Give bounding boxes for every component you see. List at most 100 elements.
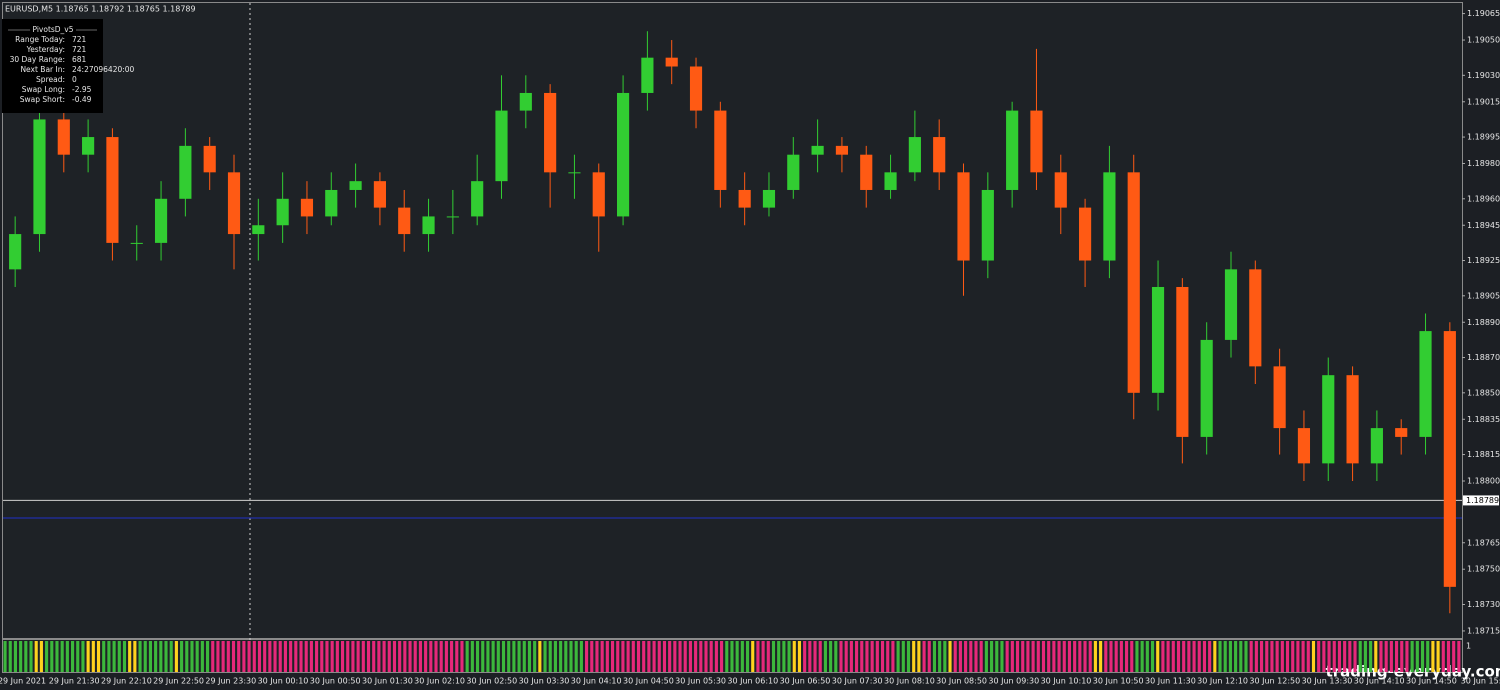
strip-bar — [1088, 641, 1092, 672]
strip-bar — [512, 641, 516, 672]
strip-bar — [1166, 641, 1170, 672]
strip-bar — [252, 641, 256, 672]
strip-bar — [24, 641, 28, 672]
strip-bar — [335, 641, 339, 672]
strip-bar — [1119, 641, 1123, 672]
strip-bar — [382, 641, 386, 672]
strip-bar — [91, 641, 95, 672]
strip-bar — [1249, 641, 1253, 672]
candle-body — [689, 66, 703, 111]
strip-bar — [39, 641, 43, 672]
panel-label: Spread: — [36, 75, 65, 84]
panel-label: Next Bar In: — [20, 65, 65, 74]
strip-bar — [1353, 641, 1357, 672]
strip-bar — [1452, 641, 1456, 672]
strip-bar — [1228, 641, 1232, 672]
strip-bar — [1358, 641, 1362, 672]
strip-bar — [990, 641, 994, 672]
y-tick-label: 1.19065 — [1467, 9, 1500, 18]
candle-body — [762, 189, 776, 208]
strip-bar — [159, 641, 163, 672]
strip-bar — [808, 641, 812, 672]
strip-bar — [725, 641, 729, 672]
strip-bar — [200, 641, 204, 672]
candle-body — [57, 119, 70, 155]
strip-bar — [849, 641, 853, 672]
strip-bar — [1400, 641, 1404, 672]
strip-bar — [777, 641, 781, 672]
candle-body — [179, 145, 192, 199]
candle-body — [495, 110, 508, 182]
candle-body — [519, 92, 532, 111]
strip-bar — [1015, 641, 1020, 672]
strip-bar — [1410, 641, 1414, 672]
strip-bar — [1244, 641, 1248, 672]
strip-bar — [647, 641, 651, 672]
strip-bar — [117, 641, 121, 672]
y-tick-label: 1.18750 — [1467, 565, 1500, 574]
strip-bar — [766, 641, 770, 672]
strip-bar — [112, 641, 116, 672]
strip-bar — [1436, 641, 1440, 672]
strip-bar — [1389, 641, 1393, 672]
candle-body — [1030, 110, 1043, 173]
strip-bar — [455, 641, 459, 672]
price-tag — [1463, 495, 1499, 506]
strip-bar — [782, 641, 786, 672]
strip-bar — [3, 641, 7, 672]
strip-bar — [247, 641, 251, 672]
strip-bar — [610, 641, 615, 672]
strip-bar — [984, 641, 988, 672]
candle-body — [1224, 269, 1238, 340]
strip-bar — [880, 641, 885, 672]
y-tick-label: 1.18715 — [1467, 626, 1500, 635]
strip-bar — [855, 641, 859, 672]
strip-bar — [205, 641, 210, 672]
strip-bar — [289, 641, 293, 672]
strip-bar — [844, 641, 848, 672]
strip-bar — [60, 641, 64, 672]
strip-bar — [662, 641, 667, 672]
strip-bar — [745, 641, 750, 672]
candle-body — [1151, 286, 1165, 393]
strip-bar — [1208, 641, 1212, 672]
strip-bar — [309, 641, 313, 672]
candle-body — [714, 110, 727, 190]
strip-bar — [460, 641, 464, 672]
strip-bar — [372, 641, 376, 672]
strip-bar — [216, 641, 220, 672]
strip-bar — [517, 641, 521, 672]
strip-bar — [408, 641, 412, 672]
strip-bar — [600, 641, 604, 672]
strip-bar — [1109, 641, 1113, 672]
strip-bar — [834, 641, 838, 672]
strip-bar — [559, 641, 563, 672]
strip-bar — [450, 641, 454, 672]
strip-bar — [1036, 641, 1040, 672]
strip-bar — [294, 641, 298, 672]
strip-bar — [1202, 641, 1207, 672]
strip-bar — [304, 641, 308, 672]
strip-bar — [829, 641, 833, 672]
strip-bar — [953, 641, 957, 672]
strip-bar — [974, 641, 978, 672]
strip-bar — [1073, 641, 1077, 672]
strip-bar — [1395, 641, 1399, 672]
strip-bar — [1457, 641, 1461, 672]
strip-bar — [969, 641, 973, 672]
candle-body — [957, 172, 970, 261]
strip-bar — [787, 641, 791, 672]
strip-bar — [1223, 641, 1227, 672]
strip-bar — [694, 641, 698, 672]
strip-bar — [377, 641, 381, 672]
strip-bar — [979, 641, 983, 672]
candle-body — [1419, 331, 1432, 437]
candle-body — [252, 225, 265, 235]
candle-body — [398, 207, 411, 235]
current-price-label: 1.18789 — [1466, 496, 1499, 505]
y-tick-label: 1.18730 — [1467, 600, 1500, 609]
main-window — [2, 2, 1463, 639]
y-tick-label: 1.18800 — [1467, 477, 1500, 486]
strip-bar — [50, 641, 54, 672]
